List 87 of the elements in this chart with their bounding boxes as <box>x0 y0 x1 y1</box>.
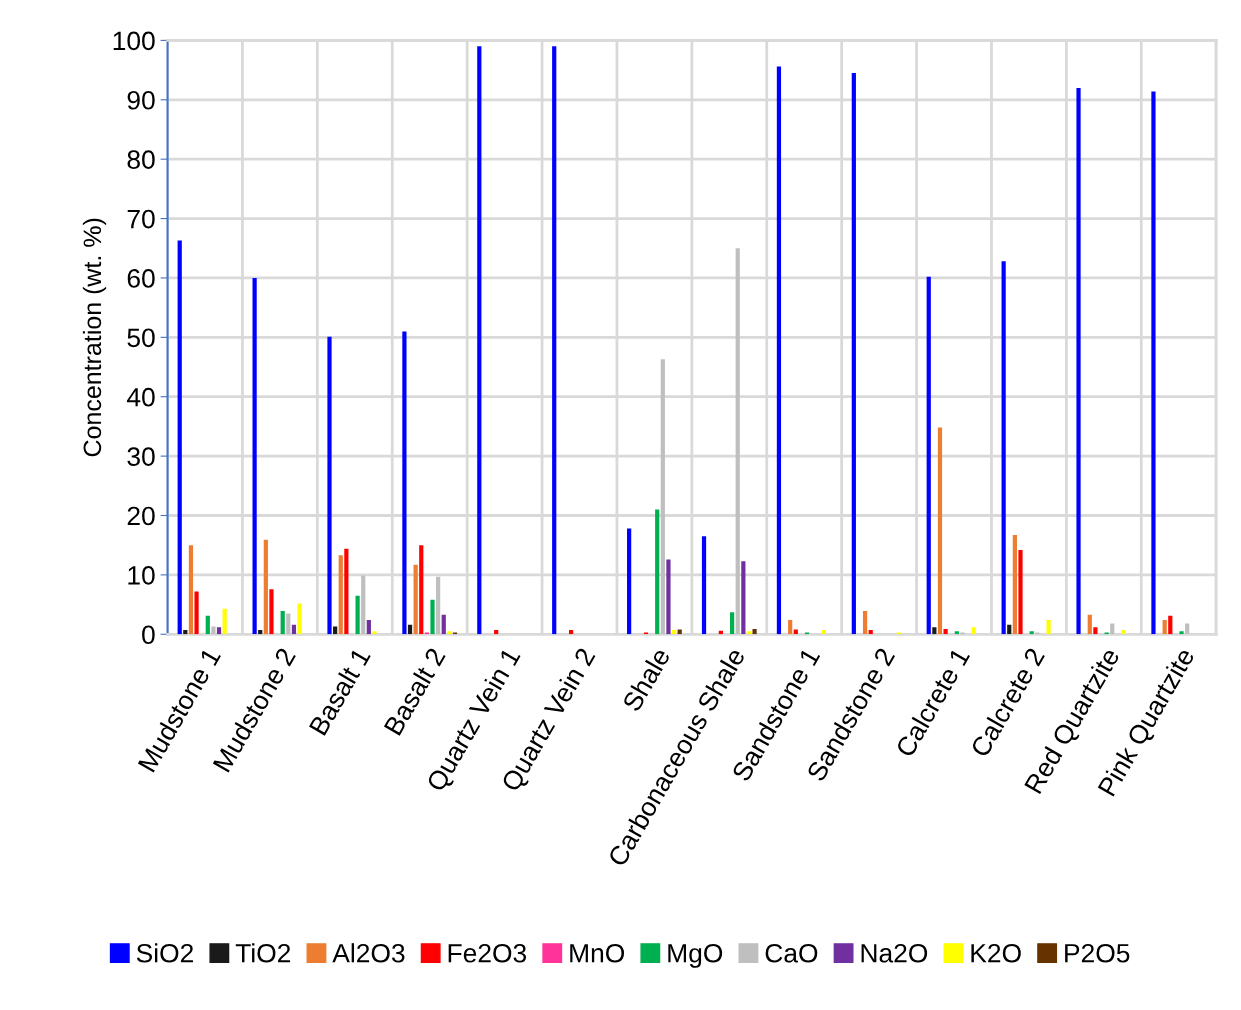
y-tick-label: 40 <box>126 387 155 407</box>
bar <box>194 591 199 635</box>
bar <box>627 528 632 635</box>
y-tick-label: 90 <box>127 90 155 110</box>
legend-label: Al2O3 <box>332 943 405 963</box>
bar <box>788 620 793 635</box>
bar <box>1151 91 1156 635</box>
bar <box>430 599 435 635</box>
bar <box>216 627 222 635</box>
bar <box>1162 620 1167 635</box>
bar <box>327 336 332 635</box>
bar <box>222 608 227 635</box>
bar <box>407 624 413 635</box>
bar <box>1179 631 1184 635</box>
bar <box>413 564 418 635</box>
bar <box>1018 549 1023 635</box>
bar <box>660 359 665 635</box>
bar <box>252 277 257 635</box>
bar <box>263 539 268 635</box>
bar <box>177 240 182 635</box>
bar <box>419 545 424 635</box>
bar <box>477 46 482 635</box>
y-tick-label: 100 <box>113 31 155 51</box>
legend-label: Na2O <box>861 943 928 963</box>
bar <box>286 613 291 635</box>
bar <box>1168 615 1173 635</box>
bar <box>701 536 707 635</box>
bar <box>971 627 976 635</box>
bar <box>344 548 349 635</box>
bar <box>436 576 441 635</box>
bar <box>1121 630 1126 635</box>
y-tick-label: 30 <box>127 447 155 466</box>
bar <box>954 631 959 635</box>
bar <box>1001 261 1006 635</box>
bar <box>1093 627 1098 635</box>
legend-label: CaO <box>765 943 818 963</box>
bar <box>943 628 948 635</box>
bar <box>937 427 943 635</box>
bar <box>211 626 216 635</box>
bar <box>366 620 371 635</box>
bar <box>655 509 660 635</box>
y-tick-label: 0 <box>142 625 155 645</box>
bar <box>402 331 407 635</box>
legend-label: TiO2 <box>235 943 291 963</box>
y-tick-label: 50 <box>127 328 155 348</box>
bar <box>188 545 194 635</box>
legend-label: MgO <box>668 943 723 968</box>
bar <box>1012 535 1017 635</box>
bar <box>735 248 740 635</box>
y-tick-label: 20 <box>127 506 155 526</box>
y-tick-label: 80 <box>127 150 155 169</box>
y-tick-label: 70 <box>127 209 155 229</box>
bar <box>1046 620 1051 635</box>
legend-label: P2O5 <box>1065 943 1130 963</box>
bar <box>1087 614 1092 635</box>
legend-label: SiO2 <box>136 943 193 963</box>
bar <box>776 66 782 635</box>
bar <box>447 631 452 635</box>
bar <box>666 559 671 635</box>
bar <box>552 46 557 635</box>
bar <box>746 631 752 635</box>
bar <box>280 611 285 635</box>
y-axis-title: Concentration (wt. %) <box>82 218 107 457</box>
bar <box>862 611 868 635</box>
y-tick-label: 60 <box>127 269 155 288</box>
bar <box>338 555 343 635</box>
bar <box>1076 87 1081 635</box>
y-tick-label: 10 <box>128 566 155 585</box>
bar <box>269 589 274 635</box>
bar <box>291 624 297 635</box>
bar <box>741 561 746 635</box>
bar <box>372 631 377 635</box>
bar <box>361 575 366 635</box>
bar <box>752 628 757 635</box>
legend-label: K2O <box>971 943 1021 963</box>
bar <box>851 73 856 635</box>
bar <box>205 615 210 635</box>
bar <box>730 612 735 635</box>
bar <box>932 627 937 635</box>
bar <box>926 276 931 635</box>
bar <box>355 595 360 635</box>
bar <box>1029 631 1034 635</box>
bar <box>441 614 446 635</box>
legend-label: MnO <box>570 943 625 963</box>
bar <box>1007 624 1012 635</box>
bar <box>297 603 302 635</box>
legend-label: Fe2O3 <box>448 943 527 963</box>
